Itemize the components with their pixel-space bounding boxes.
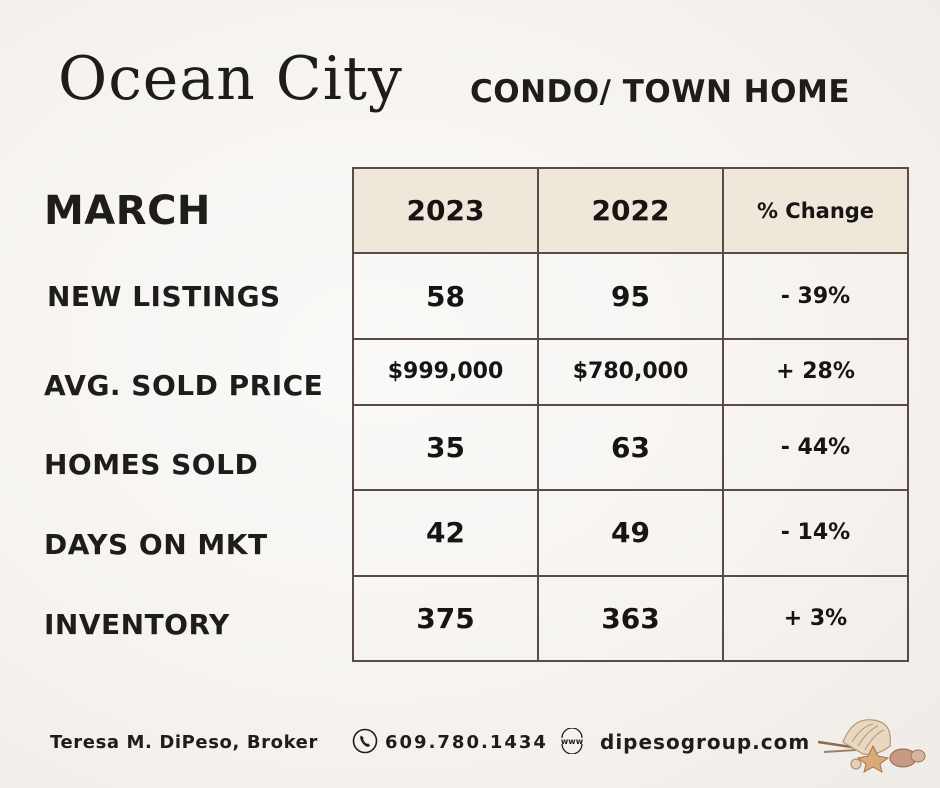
cell-new-listings-change: - 39% [722, 252, 909, 340]
table-row: 58 95 - 39% [352, 252, 909, 340]
cell-days-on-mkt-2023: 42 [352, 489, 539, 577]
cell-avg-price-2023: $999,000 [352, 337, 539, 406]
website-link[interactable]: dipesogroup.com [600, 730, 811, 754]
table-row: 42 49 - 14% [352, 489, 909, 577]
phone-icon [352, 728, 378, 754]
table-row: 35 63 - 44% [352, 403, 909, 492]
cell-avg-price-change: + 28% [722, 337, 909, 406]
cell-inventory-2022: 363 [537, 574, 724, 663]
row-label-homes-sold: HOMES SOLD [44, 448, 259, 481]
table-header-row: 2023 2022 % Change [352, 166, 909, 255]
page-title: Ocean City [58, 44, 403, 114]
row-label-inventory: INVENTORY [44, 608, 230, 641]
row-label-avg-sold-price: AVG. SOLD PRICE [44, 369, 324, 402]
cell-homes-sold-2022: 63 [537, 403, 724, 492]
cell-homes-sold-change: - 44% [722, 403, 909, 492]
www-icon-text: www [561, 737, 584, 746]
footer: Teresa M. DiPeso, Broker 609.780.1434 ww… [0, 728, 940, 760]
broker-name: Teresa M. DiPeso, Broker [50, 732, 318, 753]
col-header-2022: 2022 [537, 166, 724, 255]
cell-days-on-mkt-change: - 14% [722, 489, 909, 577]
stats-table: 2023 2022 % Change 58 95 - 39% $999,000 … [352, 166, 909, 663]
col-header-2023: 2023 [352, 166, 539, 255]
month-label: MARCH [44, 188, 211, 234]
www-icon: www [561, 728, 584, 754]
cell-inventory-change: + 3% [722, 574, 909, 663]
phone-number[interactable]: 609.780.1434 [385, 732, 548, 753]
cell-avg-price-2022: $780,000 [537, 337, 724, 406]
seashells-decoration [818, 719, 926, 773]
col-header-pct-change: % Change [722, 166, 909, 255]
table-row: $999,000 $780,000 + 28% [352, 337, 909, 406]
cell-homes-sold-2023: 35 [352, 403, 539, 492]
cell-new-listings-2022: 95 [537, 252, 724, 340]
cell-inventory-2023: 375 [352, 574, 539, 663]
row-label-days-on-mkt: DAYS ON MKT [44, 528, 268, 561]
cell-days-on-mkt-2022: 49 [537, 489, 724, 577]
cell-new-listings-2023: 58 [352, 252, 539, 340]
table-row: 375 363 + 3% [352, 574, 909, 663]
page-subtitle: CONDO/ TOWN HOME [470, 74, 850, 110]
row-label-new-listings: NEW LISTINGS [47, 280, 281, 313]
